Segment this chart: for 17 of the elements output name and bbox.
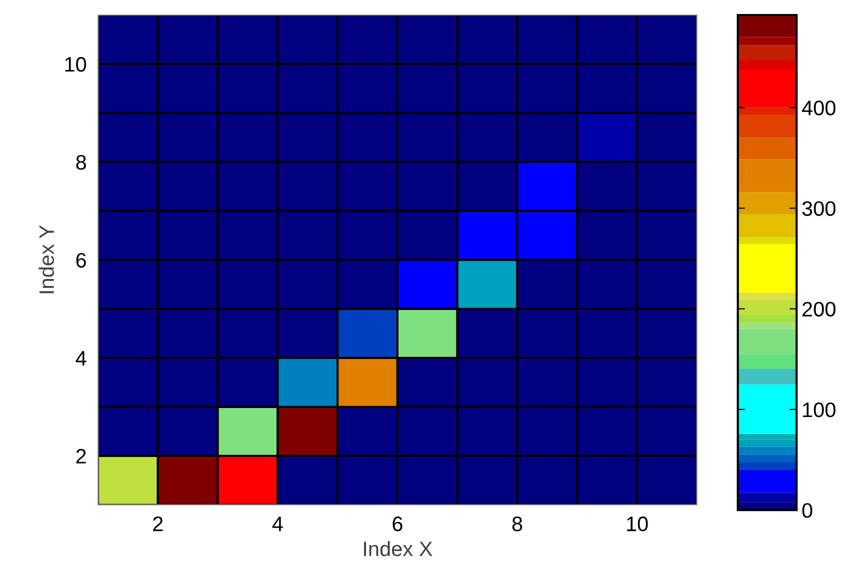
y-tick-label: 4 xyxy=(76,351,86,366)
color-bar-label: 300 xyxy=(802,201,836,216)
x-tick-label: 6 xyxy=(392,516,402,532)
x-tick-label: 2 xyxy=(153,516,163,532)
y-tick-label: 8 xyxy=(76,154,86,170)
color-bar-label: 100 xyxy=(803,402,836,418)
y-tick-label: 2 xyxy=(76,448,86,464)
y-tick-label: 6 xyxy=(76,252,86,268)
y-tick-label: 10 xyxy=(65,56,86,72)
color-bar-label: 0 xyxy=(802,503,812,518)
color-bar-label: 400 xyxy=(802,100,836,116)
x-tick-label: 4 xyxy=(272,516,283,532)
x-axis-title: Index X xyxy=(364,540,432,556)
color-bar-label: 200 xyxy=(802,302,836,317)
x-tick-label: 10 xyxy=(627,516,648,532)
y-axis-title: Index Y xyxy=(38,225,54,294)
x-tick-label: 8 xyxy=(512,516,522,532)
